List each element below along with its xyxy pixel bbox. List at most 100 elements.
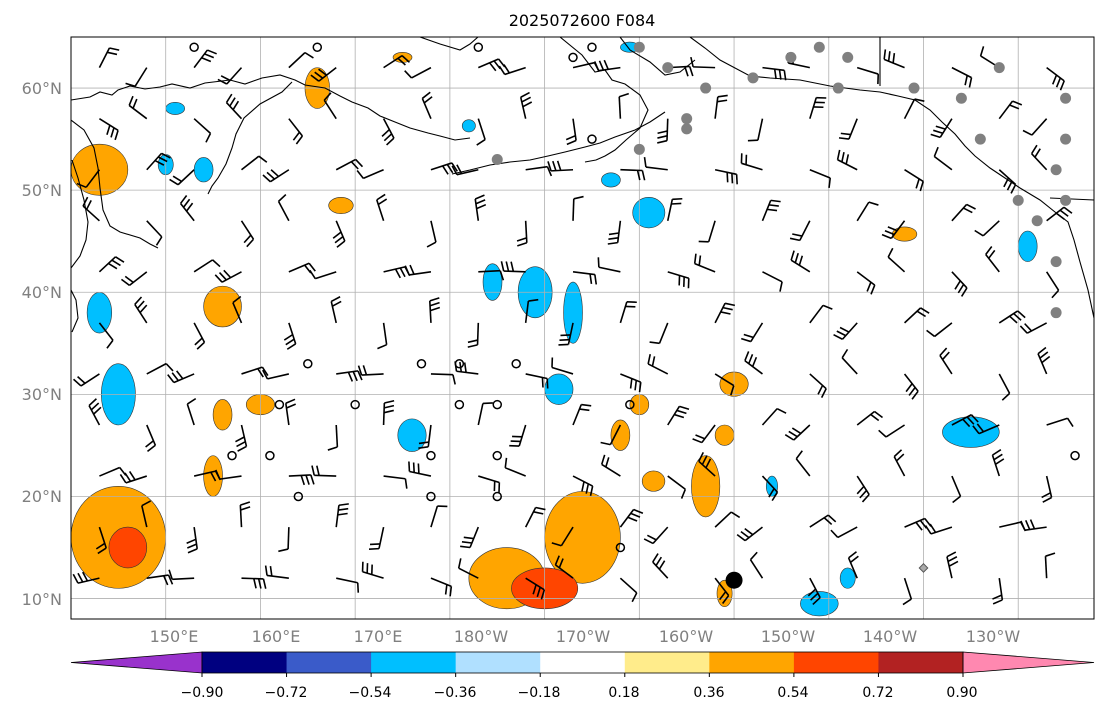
anomaly-blob — [203, 285, 242, 328]
barb-feather — [1055, 212, 1065, 220]
barb-feather — [516, 237, 527, 242]
wind-barb — [72, 373, 100, 387]
barb-feather — [791, 427, 802, 435]
barb-feather — [878, 429, 887, 438]
wind-barb — [241, 155, 268, 171]
station-dot — [1060, 194, 1072, 206]
barb-feather — [684, 66, 689, 77]
wind-barb — [1041, 475, 1053, 503]
barb-feather — [839, 326, 850, 333]
barb-feather — [541, 377, 544, 388]
station-dot — [633, 41, 645, 53]
barb-feather — [369, 543, 381, 546]
barb-feather — [970, 414, 979, 423]
barb-feather — [441, 165, 449, 175]
barb-feather — [598, 60, 605, 71]
wind-barb — [146, 220, 163, 246]
barb-staff — [982, 220, 1000, 237]
barb-feather — [318, 68, 327, 76]
wind-barb — [904, 169, 924, 192]
barb-staff — [383, 266, 406, 273]
barb-staff — [887, 256, 906, 273]
barb-staff — [652, 526, 669, 544]
barb-feather — [399, 267, 406, 278]
barb-feather — [1019, 325, 1028, 334]
wind-barb — [232, 295, 243, 324]
calm-circle — [473, 42, 484, 52]
wind-barb — [809, 514, 837, 528]
barb-staff — [598, 66, 621, 72]
barb-feather — [304, 264, 312, 274]
barb-feather — [384, 399, 395, 404]
wind-barb — [193, 259, 221, 273]
barb-staff — [856, 475, 870, 495]
wind-barb — [404, 264, 432, 276]
wind-barb — [690, 56, 716, 69]
wind-barb — [451, 164, 479, 176]
barb-staff — [503, 270, 526, 273]
wind-barb — [933, 146, 953, 171]
barb-feather — [338, 507, 349, 511]
barb-feather — [870, 413, 880, 422]
barb-staff — [477, 403, 484, 426]
barb-staff — [335, 158, 357, 171]
barb-feather — [186, 397, 197, 405]
barb-feather — [1024, 323, 1033, 332]
barb-feather — [90, 402, 100, 411]
wind-barb — [838, 118, 858, 140]
barb-staff — [951, 203, 968, 222]
colorbar-segment — [371, 652, 457, 673]
barb-feather — [327, 446, 338, 451]
barb-staff — [620, 168, 643, 172]
barb-feather — [1009, 315, 1018, 324]
barb-staff — [98, 256, 117, 273]
barb-feather — [262, 174, 271, 183]
barb-feather — [1010, 184, 1017, 194]
map-frame — [70, 36, 1095, 620]
wind-barb — [428, 297, 441, 323]
barb-feather — [225, 93, 233, 104]
barb-staff — [288, 52, 306, 69]
calm-circle — [511, 358, 521, 369]
wind-barb — [193, 322, 206, 350]
barb-feather — [347, 371, 354, 382]
wind-barb — [744, 351, 763, 375]
barb-staff — [572, 271, 595, 276]
wind-barb — [893, 449, 906, 477]
barb-feather — [726, 172, 729, 183]
barb-feather — [332, 231, 342, 239]
wind-barb — [98, 256, 125, 273]
barb-staff — [193, 322, 206, 343]
barb-feather — [310, 474, 315, 485]
barb-feather — [172, 175, 183, 183]
barb-feather — [185, 202, 194, 212]
barb-feather — [868, 201, 879, 206]
barb-staff — [647, 363, 669, 375]
barb-feather — [856, 485, 865, 495]
station-dot — [955, 92, 967, 104]
barb-feather — [536, 587, 541, 598]
barb-staff — [421, 98, 432, 119]
barb-feather — [581, 481, 585, 492]
wind-barb — [474, 194, 487, 221]
barb-staff — [985, 254, 1000, 273]
calm-circle — [426, 491, 436, 502]
barb-feather — [314, 71, 324, 79]
cbar-tick: −0.72 — [265, 685, 308, 701]
barb-feather — [747, 139, 758, 142]
barb-feather — [581, 403, 592, 407]
wind-barb — [288, 118, 304, 145]
map-title: 2025072600 F084 — [509, 11, 656, 30]
wind-barb — [1044, 552, 1056, 579]
barb-staff — [193, 259, 214, 273]
wind-barb — [288, 262, 316, 274]
barb-feather — [895, 453, 905, 462]
wind-barb — [128, 95, 148, 120]
barb-staff — [847, 557, 858, 579]
wind-barb — [666, 197, 683, 221]
barb-staff — [998, 100, 1014, 120]
wind-barb — [887, 247, 906, 273]
barb-staff — [951, 271, 968, 289]
barb-staff — [714, 168, 737, 176]
station-markers — [189, 41, 1080, 589]
